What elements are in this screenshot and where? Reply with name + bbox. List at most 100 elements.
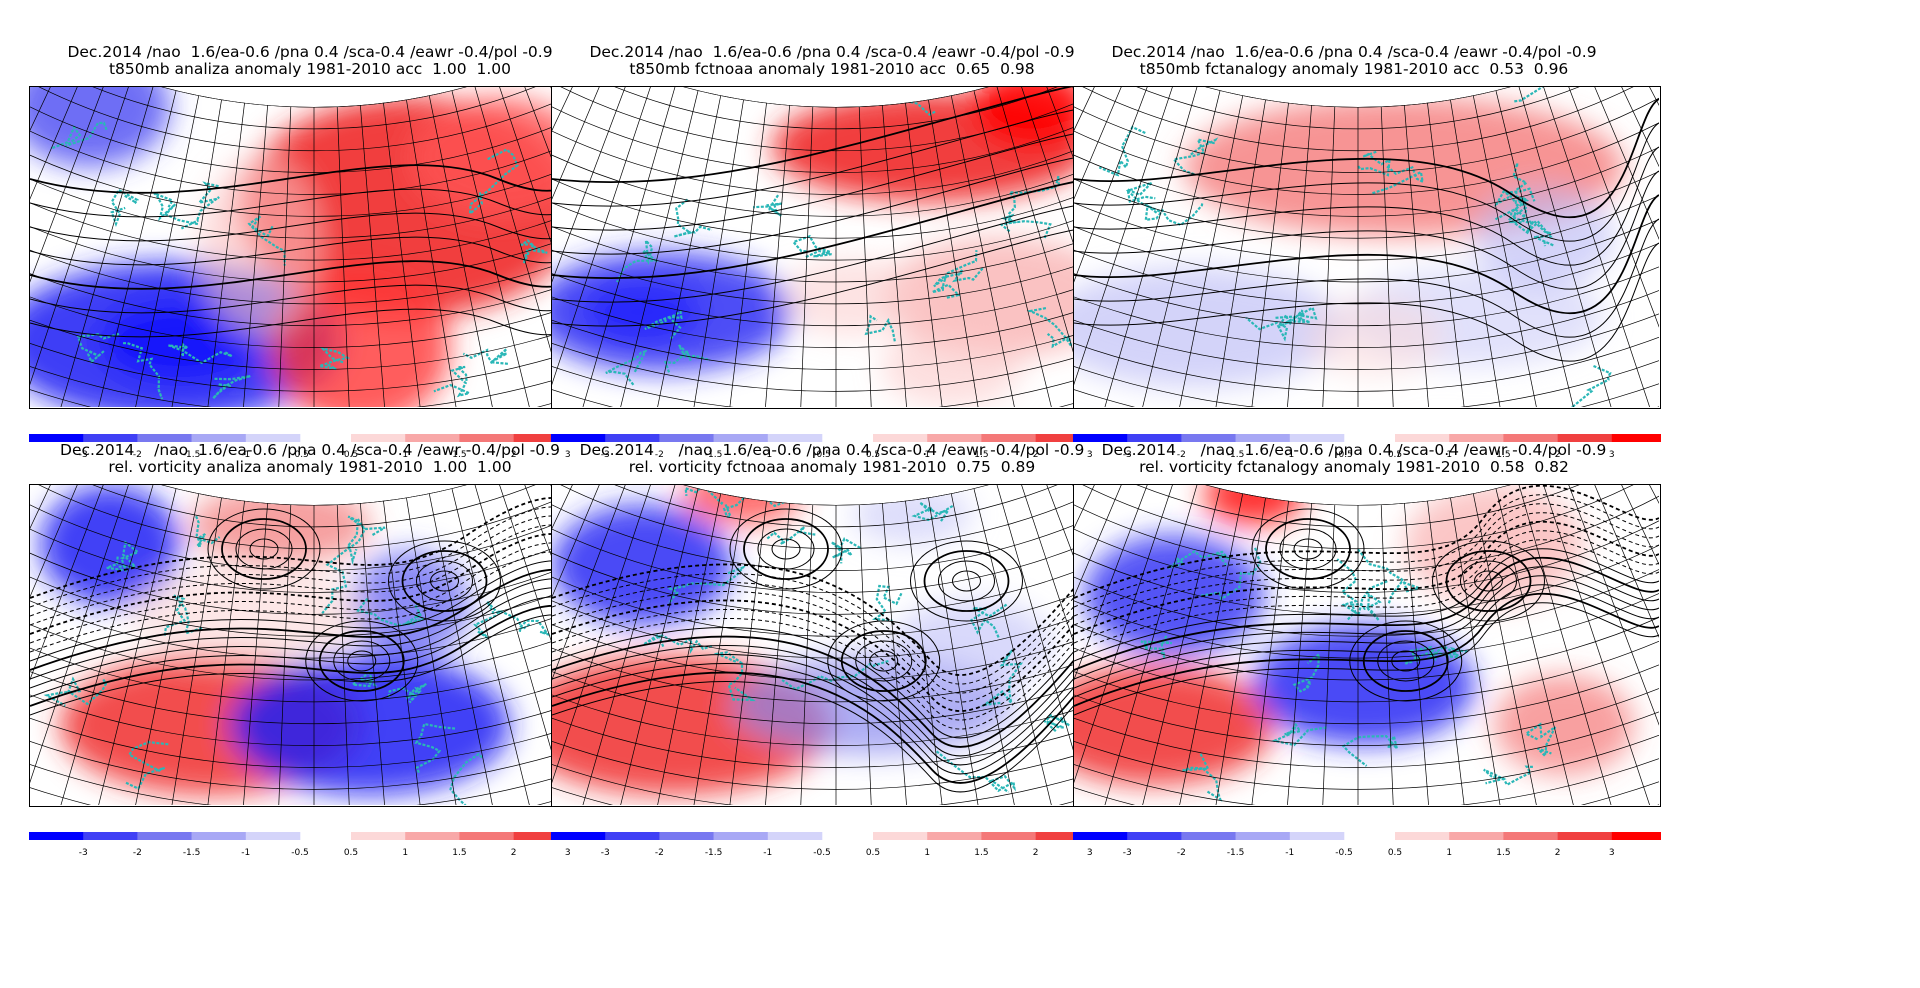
colorbar-swatch bbox=[245, 434, 301, 442]
anomaly-shade bbox=[350, 550, 470, 660]
map-svg bbox=[552, 87, 1137, 407]
colorbar-swatch bbox=[1127, 832, 1182, 840]
colorbar-tick-label: -1.5 bbox=[705, 848, 723, 858]
colorbar-swatch bbox=[1395, 434, 1450, 442]
map-panel-1: Dec.2014 /nao 1.6/ea-0.6 /pna 0.4 /sca-0… bbox=[0, 0, 620, 470]
colorbar: -3 -2 -1.5 -1 -0.5 0.5 1 1.5 2 3 bbox=[551, 832, 1139, 858]
colorbar-tick-label: -2 bbox=[655, 848, 664, 858]
colorbar-tick-label: 1.5 bbox=[452, 848, 466, 858]
coastlines bbox=[1140, 547, 1557, 802]
colorbar-tick-label: 2 bbox=[511, 848, 517, 858]
colorbar-swatch bbox=[767, 832, 823, 840]
anomaly-shade bbox=[1084, 535, 1264, 655]
map-plot-area bbox=[1073, 86, 1661, 409]
colorbar-swatch bbox=[713, 832, 769, 840]
colorbar-tick-label: -1 bbox=[241, 450, 250, 460]
colorbar-tick-label: -2 bbox=[1177, 848, 1186, 858]
colorbar-tick-label: 1.5 bbox=[974, 848, 988, 858]
colorbar-tick-label: -3 bbox=[79, 450, 88, 460]
coastlines bbox=[43, 515, 596, 805]
anomaly-shade bbox=[230, 655, 510, 795]
colorbar-tick-label: 1 bbox=[1446, 450, 1452, 460]
map-plot-area bbox=[1073, 484, 1661, 807]
colorbar: -3 -2 -1.5 -1 -0.5 0.5 1 1.5 2 3 bbox=[1073, 434, 1661, 460]
colorbar-tick-label: -1 bbox=[763, 848, 772, 858]
colorbar-swatch bbox=[1181, 434, 1236, 442]
anomaly-shade bbox=[582, 282, 702, 342]
colorbar-tick-label: -1.5 bbox=[1227, 450, 1245, 460]
colorbar-swatch bbox=[659, 434, 714, 442]
lat-lon-grid bbox=[1074, 87, 1659, 407]
colorbar-swatch bbox=[551, 434, 606, 442]
anomaly-shade bbox=[200, 157, 320, 337]
colorbar-tick-label: -1.5 bbox=[183, 450, 201, 460]
colorbar-swatch bbox=[1073, 434, 1128, 442]
colorbar-tick-label: -0.5 bbox=[291, 848, 309, 858]
map-panel-5: Dec.2014 /nao 1.6/ea-0.6 /pna 0.4 /sca-0… bbox=[522, 398, 1142, 868]
colorbar-swatch bbox=[1127, 434, 1182, 442]
colorbar-swatch bbox=[1449, 832, 1504, 840]
colorbar-swatch bbox=[1235, 832, 1291, 840]
colorbar-swatch bbox=[1557, 434, 1613, 442]
colorbar-swatch bbox=[191, 434, 247, 442]
panel-title-line2: rel. vorticity analiza anomaly 1981-2010… bbox=[108, 458, 512, 476]
colorbar-tick-label: 1.5 bbox=[1496, 450, 1510, 460]
anomaly-shade bbox=[1254, 625, 1474, 745]
colorbar-tick-label: -0.5 bbox=[813, 848, 831, 858]
colorbar-tick-label: 0.5 bbox=[1388, 450, 1402, 460]
colorbar-tick-label: 1.5 bbox=[974, 450, 988, 460]
panel-title-line1: Dec.2014 /nao 1.6/ea-0.6 /pna 0.4 /sca-0… bbox=[579, 441, 1085, 459]
map-svg bbox=[1074, 485, 1659, 805]
colorbar-swatch bbox=[137, 434, 192, 442]
colorbar-tick-label: 1 bbox=[924, 450, 930, 460]
colorbar-tick-label: -3 bbox=[601, 848, 610, 858]
colorbar-swatch bbox=[459, 434, 514, 442]
colorbar-tick-label: 3 bbox=[1087, 450, 1093, 460]
map-plot-area bbox=[29, 86, 617, 409]
colorbar-tick-label: -0.5 bbox=[1335, 848, 1353, 858]
anomaly-shade bbox=[1494, 675, 1634, 775]
map-svg bbox=[30, 87, 615, 407]
colorbar-tick-label: 1.5 bbox=[452, 450, 466, 460]
anomaly-shade bbox=[782, 257, 922, 337]
colorbar-tick-label: 2 bbox=[1033, 848, 1039, 858]
colorbar-tick-label: -0.5 bbox=[291, 450, 309, 460]
colorbar-swatch bbox=[927, 434, 982, 442]
colorbar-swatch bbox=[1289, 434, 1345, 442]
colorbar-swatch bbox=[1181, 832, 1236, 840]
colorbar-tick-label: -3 bbox=[601, 450, 610, 460]
colorbar-tick-label: 2 bbox=[1033, 450, 1039, 460]
colorbar-tick-label: -0.5 bbox=[813, 450, 831, 460]
colorbar-tick-label: 2 bbox=[1555, 848, 1561, 858]
colorbar-swatch bbox=[513, 832, 569, 840]
colorbar-swatch bbox=[29, 832, 84, 840]
colorbar-swatch bbox=[767, 434, 823, 442]
coastlines bbox=[50, 121, 548, 400]
map-plot-area bbox=[551, 484, 1139, 807]
colorbar-tick-label: -1 bbox=[763, 450, 772, 460]
colorbar-swatch bbox=[1611, 434, 1661, 442]
colorbar-swatch bbox=[873, 832, 928, 840]
panel-title-line2: rel. vorticity fctnoaa anomaly 1981-2010… bbox=[628, 458, 1036, 476]
colorbar-tick-label: 3 bbox=[565, 848, 571, 858]
anomaly-shade bbox=[882, 327, 1022, 407]
colorbar-tick-label: 0.5 bbox=[344, 450, 358, 460]
colorbar-swatch bbox=[1035, 434, 1091, 442]
colorbar-tick-label: -2 bbox=[133, 450, 142, 460]
panel-title-line1: Dec.2014 /nao 1.6/ea-0.6 /pna 0.4 /sca-0… bbox=[60, 441, 560, 459]
colorbar-swatch bbox=[405, 832, 460, 840]
colorbar-tick-label: -1 bbox=[1285, 450, 1294, 460]
colorbar-swatch bbox=[981, 832, 1036, 840]
colorbar-swatch bbox=[1073, 832, 1128, 840]
colorbar-tick-label: -1.5 bbox=[1227, 848, 1245, 858]
colorbar-swatch bbox=[83, 832, 138, 840]
colorbar-tick-label: 1 bbox=[402, 450, 408, 460]
colorbar-tick-label: 3 bbox=[1609, 450, 1615, 460]
colorbar-swatch bbox=[1289, 832, 1345, 840]
colorbar-swatch bbox=[1035, 832, 1091, 840]
colorbar-swatch bbox=[1611, 832, 1661, 840]
colorbar-swatch bbox=[713, 434, 769, 442]
colorbar-tick-label: 3 bbox=[1609, 848, 1615, 858]
colorbar-tick-label: 1 bbox=[924, 848, 930, 858]
colorbar-swatch bbox=[191, 832, 247, 840]
